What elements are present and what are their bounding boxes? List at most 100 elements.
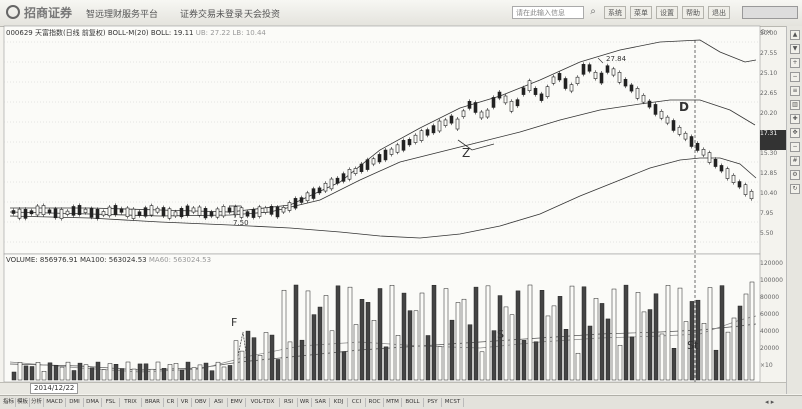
- volume-bar: [659, 333, 665, 381]
- toolbar-button-help[interactable]: 帮助: [682, 6, 704, 19]
- indicator-tab[interactable]: BRAR: [142, 398, 164, 407]
- volume-bar: [485, 285, 491, 381]
- volume-bar: [509, 314, 515, 381]
- indicator-tab[interactable]: MCST: [442, 398, 464, 407]
- volume-bar: [515, 290, 521, 381]
- candle-body: [47, 209, 52, 214]
- candle-body: [623, 78, 628, 87]
- nav-item-investment[interactable]: 天会投资: [244, 10, 281, 20]
- indicator-tab[interactable]: EMV: [228, 398, 246, 407]
- tab-scroll-arrows[interactable]: ◂ ▸: [765, 398, 775, 406]
- candle-body: [95, 209, 100, 219]
- panel-close-icon[interactable]: ⊙×: [760, 28, 772, 36]
- candle-body: [341, 173, 346, 182]
- candle-body: [323, 182, 328, 192]
- indicator-tab[interactable]: BOLL: [402, 398, 424, 407]
- candle-body: [461, 110, 466, 118]
- zoom-in-icon[interactable]: +: [790, 58, 800, 68]
- search-icon[interactable]: ⌕: [590, 6, 596, 17]
- indicator-tab[interactable]: MACD: [44, 398, 66, 407]
- volume-bar: [209, 370, 215, 381]
- volume-bar: [95, 361, 101, 381]
- candle-body: [383, 149, 388, 161]
- volume-bar: [497, 295, 503, 381]
- zoom-out-icon[interactable]: −: [790, 72, 800, 82]
- candle-body: [509, 100, 514, 112]
- grid-icon[interactable]: #: [790, 156, 800, 166]
- candle-body: [743, 184, 748, 195]
- candle-body: [611, 68, 616, 76]
- volume-bar: [677, 287, 683, 381]
- volume-bar: [179, 369, 185, 381]
- indicator-tab[interactable]: 分析: [30, 398, 44, 407]
- window-controls[interactable]: [742, 6, 798, 19]
- indicator-tab[interactable]: 模板: [16, 398, 30, 407]
- indicator-tab[interactable]: CCI: [348, 398, 366, 407]
- volume-bar: [605, 318, 611, 381]
- volume-bar: [59, 366, 65, 381]
- indicator-tab[interactable]: PSY: [424, 398, 442, 407]
- indicator-tab[interactable]: FSL: [102, 398, 120, 407]
- arrow-down-icon[interactable]: ▼: [790, 44, 800, 54]
- volume-bar: [641, 311, 647, 381]
- candle-body: [65, 210, 70, 215]
- toolbar-button-settings[interactable]: 设置: [656, 6, 678, 19]
- z-pattern-marker: [457, 139, 495, 151]
- volume-bar: [683, 321, 689, 381]
- indicator-tab[interactable]: VR: [178, 398, 192, 407]
- candle-body: [737, 181, 742, 188]
- indicator-tab[interactable]: RSI: [280, 398, 298, 407]
- indicator-tab[interactable]: DMI: [66, 398, 84, 407]
- indicator-tab[interactable]: ROC: [366, 398, 384, 407]
- nav-item-wealth-platform[interactable]: 智远理财服务平台: [86, 10, 159, 20]
- indicator-tab[interactable]: TRIX: [120, 398, 142, 407]
- volume-bar: [419, 292, 425, 381]
- high-marker: [597, 57, 604, 64]
- toolbar-button-exit[interactable]: 退出: [708, 6, 730, 19]
- volume-bar: [371, 320, 377, 381]
- volume-bar: [107, 363, 113, 381]
- chart-icon[interactable]: ▥: [790, 100, 800, 110]
- candle-body: [191, 207, 196, 213]
- plus-icon[interactable]: ✚: [790, 114, 800, 124]
- current-price-tag: 17.31: [760, 130, 786, 150]
- candle-body: [389, 148, 394, 155]
- high-price-label: 27.84: [606, 55, 627, 63]
- minus-icon[interactable]: −: [790, 142, 800, 152]
- volume-bar: [533, 341, 539, 381]
- volume-bar: [173, 363, 179, 381]
- volume-bar: [317, 306, 323, 381]
- volume-axis: 120000 100000 80000 60000 40000 20000 ×1…: [760, 260, 783, 369]
- indicator-tab[interactable]: KDJ: [330, 398, 348, 407]
- price-gridlines: [4, 41, 760, 243]
- arrow-up-icon[interactable]: ▲: [790, 30, 800, 40]
- indicator-tab[interactable]: 指标: [2, 398, 16, 407]
- list-icon[interactable]: ≡: [790, 86, 800, 96]
- volume-bar: [653, 293, 659, 381]
- candle-body: [683, 132, 688, 140]
- search-input[interactable]: 请在此输入信息: [512, 6, 584, 19]
- date-axis-bar: 2014/12/22: [0, 382, 786, 394]
- volume-bar: [731, 317, 737, 381]
- toolbar-button-menu[interactable]: 菜单: [630, 6, 652, 19]
- indicator-tab[interactable]: ASI: [210, 398, 228, 407]
- toolbar-button-system[interactable]: 系统: [604, 6, 626, 19]
- indicator-tab[interactable]: SAR: [312, 398, 330, 407]
- indicator-tab[interactable]: DMA: [84, 398, 102, 407]
- indicator-tab[interactable]: MTM: [384, 398, 402, 407]
- settings-icon[interactable]: ⚙: [790, 170, 800, 180]
- candle-body: [491, 97, 496, 108]
- indicator-tab[interactable]: OBV: [192, 398, 210, 407]
- volume-bar: [305, 290, 311, 381]
- candle-body: [299, 197, 304, 203]
- candle-body: [311, 188, 316, 199]
- volume-bar: [203, 362, 209, 381]
- nav-item-trading-login[interactable]: 证券交易未登录: [180, 10, 244, 20]
- indicator-tab[interactable]: VOL-TDX: [246, 398, 280, 407]
- candle-body: [707, 152, 712, 163]
- indicator-tab[interactable]: CR: [164, 398, 178, 407]
- indicator-tab[interactable]: WR: [298, 398, 312, 407]
- refresh-icon[interactable]: ↻: [790, 184, 800, 194]
- date-cursor-label[interactable]: 2014/12/22: [30, 383, 79, 394]
- move-icon[interactable]: ✥: [790, 128, 800, 138]
